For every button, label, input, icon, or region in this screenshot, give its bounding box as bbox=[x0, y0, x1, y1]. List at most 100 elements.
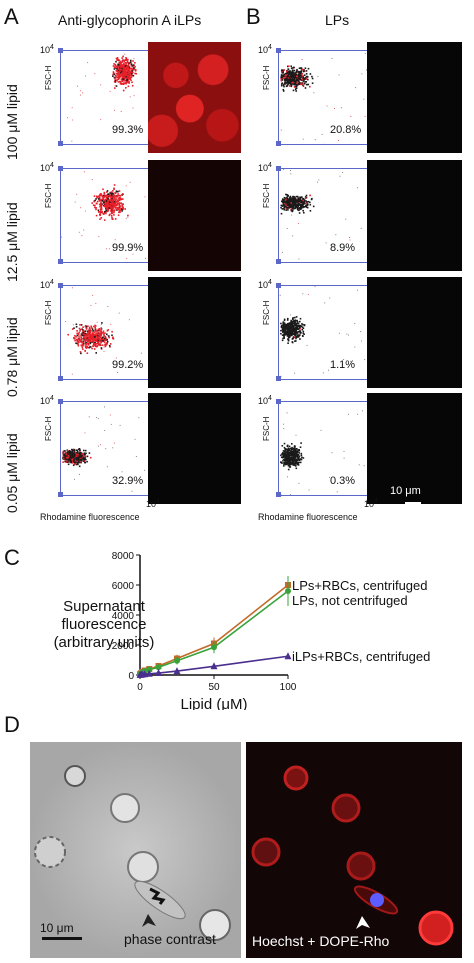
gate-percent: 1.1% bbox=[330, 359, 356, 371]
data-point bbox=[146, 666, 153, 673]
data-point bbox=[285, 588, 291, 594]
y-axis-tick: 104 bbox=[40, 162, 54, 173]
data-point bbox=[174, 657, 180, 664]
rbc-cell bbox=[283, 765, 309, 791]
rbc-cell bbox=[34, 836, 66, 868]
flow-plot-b-4 bbox=[278, 401, 372, 496]
fsc-h-axis-label: FSC-H bbox=[262, 183, 271, 208]
fluorescence-cells bbox=[251, 765, 454, 946]
rbc-cell bbox=[346, 851, 376, 881]
flow-scatter bbox=[67, 53, 137, 142]
flow-plot-a-2 bbox=[60, 168, 154, 263]
gate-corner-marker bbox=[58, 283, 63, 288]
series-label: iLPs+RBCs, centrifuged bbox=[292, 649, 430, 664]
flow-plot-b-2 bbox=[278, 168, 372, 263]
flow-plot-a-4 bbox=[60, 401, 154, 496]
row-label-4: 0.05 μM lipid bbox=[4, 433, 20, 513]
micrograph-a-3 bbox=[148, 277, 241, 388]
hoechst-nucleus bbox=[370, 893, 384, 907]
phase-contrast-cells bbox=[30, 742, 241, 958]
series-line bbox=[139, 584, 289, 675]
micrograph-a-4 bbox=[148, 393, 241, 504]
gate-percent: 20.8% bbox=[330, 124, 362, 136]
gate-corner-marker bbox=[58, 259, 63, 264]
y-axis-tick: 104 bbox=[40, 395, 54, 406]
x-axis-tick: 104 bbox=[146, 498, 160, 509]
chart-y-label-line-2: fluorescence bbox=[61, 616, 147, 633]
chart-y-label-line-1: Supernatant bbox=[63, 598, 145, 615]
gate-corner-marker bbox=[58, 48, 63, 53]
rbc-cell bbox=[127, 851, 159, 883]
gate-percent: 0.3% bbox=[330, 475, 356, 487]
y-axis-tick: 104 bbox=[258, 279, 272, 290]
gate-corner-marker bbox=[276, 48, 281, 53]
gate-corner-marker bbox=[276, 141, 281, 146]
gate-corner-marker bbox=[58, 399, 63, 404]
gate-corner-marker bbox=[58, 166, 63, 171]
gate-percent: 32.9% bbox=[112, 475, 144, 487]
gate-corner-marker bbox=[276, 283, 281, 288]
data-point bbox=[284, 652, 292, 660]
data-point bbox=[173, 667, 181, 675]
data-point bbox=[145, 669, 153, 677]
gate-percent: 99.9% bbox=[112, 242, 144, 254]
fluorescence-image: Hoechst + DOPE-Rho bbox=[246, 742, 462, 958]
parasite-nucleus bbox=[149, 887, 166, 905]
y-tick-label: 4000 bbox=[112, 611, 135, 622]
fsc-h-axis-label: FSC-H bbox=[44, 416, 53, 441]
rbc-cell bbox=[64, 765, 86, 787]
y-tick-label: 0 bbox=[128, 671, 134, 682]
gate-corner-marker bbox=[276, 166, 281, 171]
flow-plot-b-3 bbox=[278, 285, 372, 380]
x-axis-tick: 104 bbox=[364, 498, 378, 509]
row-label-2: 12.5 μM lipid bbox=[4, 202, 20, 282]
y-axis-tick: 104 bbox=[40, 44, 54, 55]
rbc-cell bbox=[251, 837, 281, 867]
panel-b-x-label: Rhodamine fluorescence bbox=[258, 512, 358, 522]
micrograph-b-4 bbox=[367, 393, 462, 504]
y-axis-tick: 104 bbox=[258, 395, 272, 406]
gate-corner-marker bbox=[276, 376, 281, 381]
row-label-3: 0.78 μM lipid bbox=[4, 317, 20, 397]
phase-scalebar-label: 10 μm bbox=[40, 921, 74, 935]
data-point bbox=[155, 664, 162, 671]
x-tick-label: 0 bbox=[137, 682, 143, 693]
data-point bbox=[155, 669, 162, 677]
fsc-h-axis-label: FSC-H bbox=[44, 65, 53, 90]
gate-percent: 8.9% bbox=[330, 242, 356, 254]
series-label: LPs+RBCs, centrifuged bbox=[292, 578, 427, 593]
supernatant-fluorescence-chart: 0 2000 4000 6000 8000 0 50 100 Lipid (μM) LPs+RBC… bbox=[112, 551, 431, 710]
flow-scatter bbox=[280, 53, 372, 145]
flow-plot-a-3 bbox=[60, 285, 154, 380]
rbc-cell bbox=[418, 910, 454, 946]
gate-percent: 99.3% bbox=[112, 124, 144, 136]
y-tick-label: 8000 bbox=[112, 551, 135, 562]
chart-y-label-line-3: (arbitrary units) bbox=[53, 634, 155, 651]
gate-percent: 99.2% bbox=[112, 359, 144, 371]
flow-scatter bbox=[61, 171, 153, 260]
data-point bbox=[141, 670, 149, 678]
data-point bbox=[211, 644, 217, 651]
y-axis-tick: 104 bbox=[40, 279, 54, 290]
panel-a-x-label: Rhodamine fluorescence bbox=[40, 512, 140, 522]
fsc-h-axis-label: FSC-H bbox=[262, 65, 271, 90]
gate-corner-marker bbox=[276, 399, 281, 404]
panel-b-letter: B bbox=[246, 4, 261, 29]
panel-b-scalebar bbox=[405, 502, 421, 505]
panel-a-title: Anti-glycophorin A iLPs bbox=[58, 12, 202, 28]
gate-corner-marker bbox=[276, 492, 281, 497]
phase-contrast-image: 10 μm phase contrast bbox=[30, 742, 241, 958]
gate-corner-marker bbox=[276, 259, 281, 264]
micrograph-b-1 bbox=[367, 42, 462, 153]
y-axis-tick: 104 bbox=[258, 44, 272, 55]
gate-corner-marker bbox=[58, 376, 63, 381]
phase-contrast-caption: phase contrast bbox=[124, 931, 216, 947]
panel-b-title: LPs bbox=[325, 12, 350, 28]
fsc-h-axis-label: FSC-H bbox=[262, 416, 271, 441]
fsc-h-axis-label: FSC-H bbox=[44, 300, 53, 325]
micrograph-b-3 bbox=[367, 277, 462, 388]
panel-c-letter: C bbox=[4, 545, 20, 570]
arrowhead-icon bbox=[356, 916, 370, 929]
micrograph-a-2 bbox=[148, 160, 241, 271]
y-tick-label: 2000 bbox=[112, 641, 135, 652]
